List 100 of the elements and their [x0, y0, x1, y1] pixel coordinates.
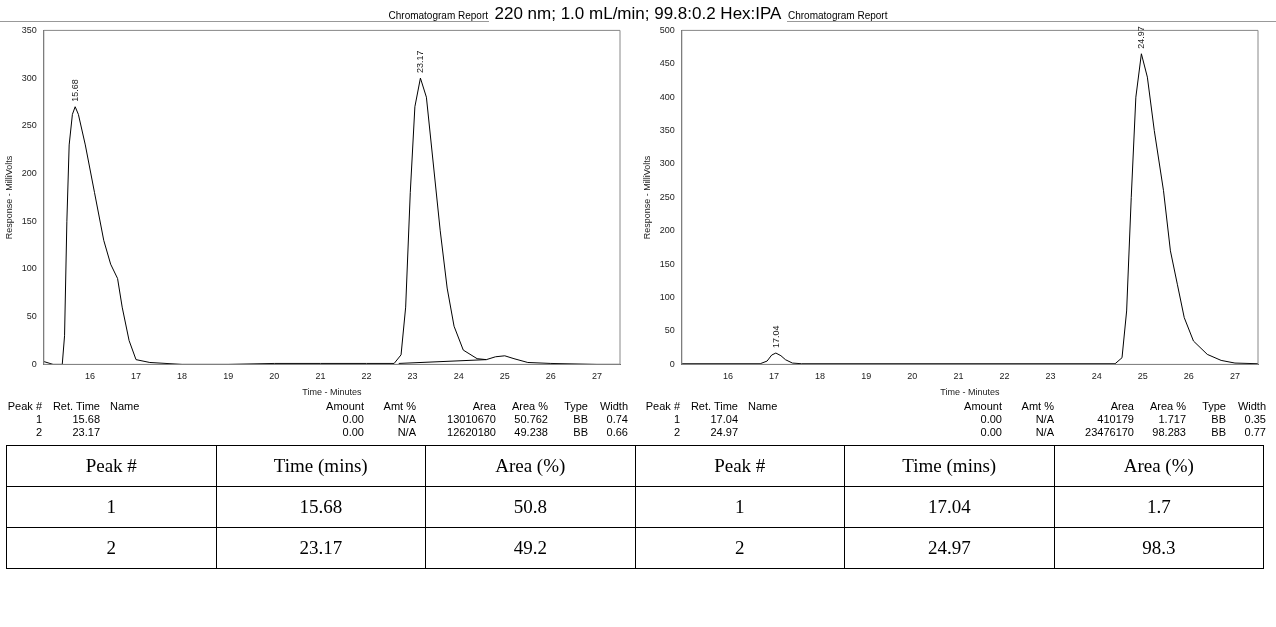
- text: Peak #: [6, 445, 216, 487]
- text: Ret. Time: [51, 400, 100, 413]
- x-tick-label: 20: [269, 371, 280, 382]
- text: 1: [6, 486, 216, 528]
- x-tick-label: 19: [223, 371, 234, 382]
- text: Amount: [325, 400, 364, 413]
- y-axis-title: Response - MilliVolts: [3, 155, 14, 240]
- x-tick-label: 26: [545, 371, 556, 382]
- text: Width: [1236, 400, 1266, 413]
- annotation: 23.17: [415, 50, 426, 74]
- x-tick-label: 22: [361, 371, 372, 382]
- text: Area (%): [425, 445, 635, 487]
- text: Name: [109, 400, 141, 413]
- text: 13010670: [446, 413, 496, 426]
- text: 0.00: [979, 426, 1002, 439]
- text: 23476170: [1084, 426, 1134, 439]
- x-tick-label: 22: [999, 371, 1010, 382]
- text: Area %: [510, 400, 548, 413]
- y-tick-label: 300: [659, 158, 675, 169]
- y-tick-label: 150: [659, 258, 675, 269]
- text: Area: [471, 400, 496, 413]
- x-tick-label: 23: [1045, 371, 1056, 382]
- y-tick-label: 150: [21, 215, 37, 226]
- x-tick-label: 18: [815, 371, 826, 382]
- text: 2: [34, 426, 42, 439]
- text: 0.77: [1243, 426, 1266, 439]
- text: N/A: [396, 413, 416, 426]
- text: 0.00: [341, 426, 364, 439]
- text: 17.04: [844, 486, 1054, 528]
- x-tick-label: 17: [769, 371, 780, 382]
- x-tick-label: 23: [407, 371, 418, 382]
- text: 15.68: [216, 486, 426, 528]
- text: 15.68: [71, 413, 100, 426]
- text: 1.717: [1157, 413, 1186, 426]
- text: 0.66: [605, 426, 628, 439]
- x-tick-label: 25: [499, 371, 510, 382]
- x-tick-label: 18: [177, 371, 188, 382]
- text: Time (mins): [216, 445, 426, 487]
- text: 0.00: [341, 413, 364, 426]
- y-tick-label: 0: [669, 358, 675, 369]
- text: Time (mins): [844, 445, 1054, 487]
- text: BB: [1210, 413, 1226, 426]
- y-tick-label: 350: [21, 24, 37, 35]
- text: Name: [747, 400, 779, 413]
- x-tick-label: 21: [315, 371, 326, 382]
- text: 1.7: [1054, 486, 1264, 528]
- x-tick-label: 24: [1091, 371, 1102, 382]
- y-tick-label: 250: [659, 191, 675, 202]
- text: N/A: [1034, 413, 1054, 426]
- x-tick-label: 25: [1137, 371, 1148, 382]
- y-tick-label: 250: [21, 120, 37, 131]
- text: Area: [1109, 400, 1134, 413]
- x-tick-label: 27: [1229, 371, 1240, 382]
- y-tick-label: 100: [659, 292, 675, 303]
- y-tick-label: 100: [21, 263, 37, 274]
- y-axis-title: Response - MilliVolts: [641, 155, 652, 240]
- text: 0.74: [605, 413, 628, 426]
- text: 1: [672, 413, 680, 426]
- y-tick-label: 50: [664, 325, 675, 336]
- x-tick-label: 17: [131, 371, 142, 382]
- x-tick-label: 19: [861, 371, 872, 382]
- x-axis-title: Time - Minutes: [940, 387, 1000, 398]
- text: 24.97: [709, 426, 738, 439]
- annotation: 24.97: [1136, 26, 1147, 49]
- text: 98.3: [1054, 527, 1264, 569]
- text: 410179: [1096, 413, 1134, 426]
- x-tick-label: 20: [907, 371, 918, 382]
- text: Area %: [1148, 400, 1186, 413]
- y-tick-label: 500: [659, 24, 675, 35]
- x-axis-title: Time - Minutes: [302, 387, 362, 398]
- y-tick-label: 0: [31, 358, 37, 369]
- text: BB: [572, 426, 588, 439]
- x-tick-label: 24: [453, 371, 464, 382]
- x-tick-label: 27: [591, 371, 602, 382]
- text: N/A: [396, 426, 416, 439]
- text: 23.17: [216, 527, 426, 569]
- annotation: 15.68: [70, 79, 81, 102]
- text: 49.238: [513, 426, 548, 439]
- chart-title: Chromatogram Report: [388, 10, 488, 21]
- text: 49.2: [425, 527, 635, 569]
- text: 24.97: [844, 527, 1054, 569]
- text: 50.762: [513, 413, 548, 426]
- text: Amount: [963, 400, 1002, 413]
- y-tick-label: 200: [21, 168, 37, 179]
- chart-title: Chromatogram Report: [788, 10, 888, 21]
- text: Ret. Time: [689, 400, 738, 413]
- annotation: 17.04: [770, 325, 781, 349]
- text: 17.04: [709, 413, 738, 426]
- text: 2: [672, 426, 680, 439]
- x-tick-label: 26: [1183, 371, 1194, 382]
- text: Amt %: [382, 400, 416, 413]
- y-tick-label: 200: [659, 225, 675, 236]
- text: BB: [1210, 426, 1226, 439]
- text: 2: [6, 527, 216, 569]
- text: Width: [598, 400, 628, 413]
- text: BB: [572, 413, 588, 426]
- text: Type: [563, 400, 588, 413]
- text: Peak #: [6, 400, 42, 413]
- text: 23.17: [71, 426, 100, 439]
- x-tick-label: 16: [722, 371, 733, 382]
